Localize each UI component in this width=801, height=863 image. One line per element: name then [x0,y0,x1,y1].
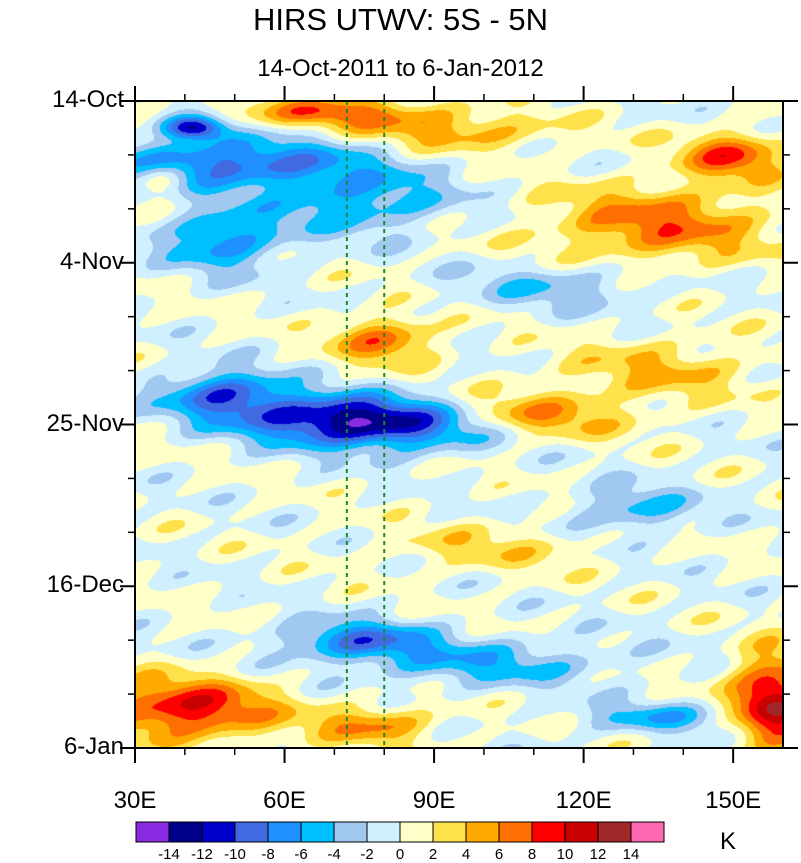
colorbar-box [234,821,269,843]
colorbar-box [399,821,434,843]
colorbar-tick-label: -14 [158,846,180,863]
colorbar-tick-label: -12 [191,846,213,863]
colorbar-box [300,821,335,843]
colorbar-box [597,821,632,843]
colorbar-tick-label: -2 [360,846,374,863]
colorbar-box [201,821,236,843]
y-tick-label: 14-Oct [51,86,124,113]
hovmoller-field [135,101,783,748]
colorbar-tick-label: 6 [494,846,504,863]
colorbar-unit: K [720,828,737,855]
x-tick-label: 90E [412,787,456,814]
colorbar-tick-label: -6 [294,846,308,863]
colorbar-tick-label: -4 [327,846,341,863]
colorbar-box [630,821,665,843]
chart-subtitle: 14-Oct-2011 to 6-Jan-2012 [257,55,544,82]
colorbar-box [333,821,368,843]
colorbar-box [267,821,302,843]
y-tick-label: 25-Nov [46,409,124,437]
colorbar-box [168,821,203,843]
chart-title: HIRS UTWV: 5S - 5N [252,2,549,37]
colorbar-tick-label: 12 [589,846,607,863]
colorbar-box [465,821,500,843]
y-tick-label: 16-Dec [46,571,124,599]
colorbar-box [498,821,533,843]
colorbar-tick-label: -8 [261,846,275,863]
colorbar-tick-label: 0 [395,846,405,863]
colorbar-tick-label: 2 [428,846,438,863]
colorbar-box [135,821,170,843]
colorbar-box [432,821,467,843]
colorbar-tick-label: 10 [556,846,574,863]
y-tick-label: 4-Nov [59,247,124,275]
colorbar-tick-label: 14 [622,846,640,863]
x-tick-label: 120E [555,787,612,814]
x-tick-label: 30E [113,787,157,814]
colorbar-box [564,821,599,843]
x-tick-label: 150E [705,787,762,814]
colorbar-box [366,821,401,843]
colorbar-tick-label: 4 [461,846,471,863]
y-tick-label: 6-Jan [63,733,124,760]
colorbar-tick-label: -10 [224,846,246,863]
colorbar-tick-label: 8 [527,846,537,863]
colorbar-box [531,821,566,843]
x-tick-label: 60E [263,787,306,814]
